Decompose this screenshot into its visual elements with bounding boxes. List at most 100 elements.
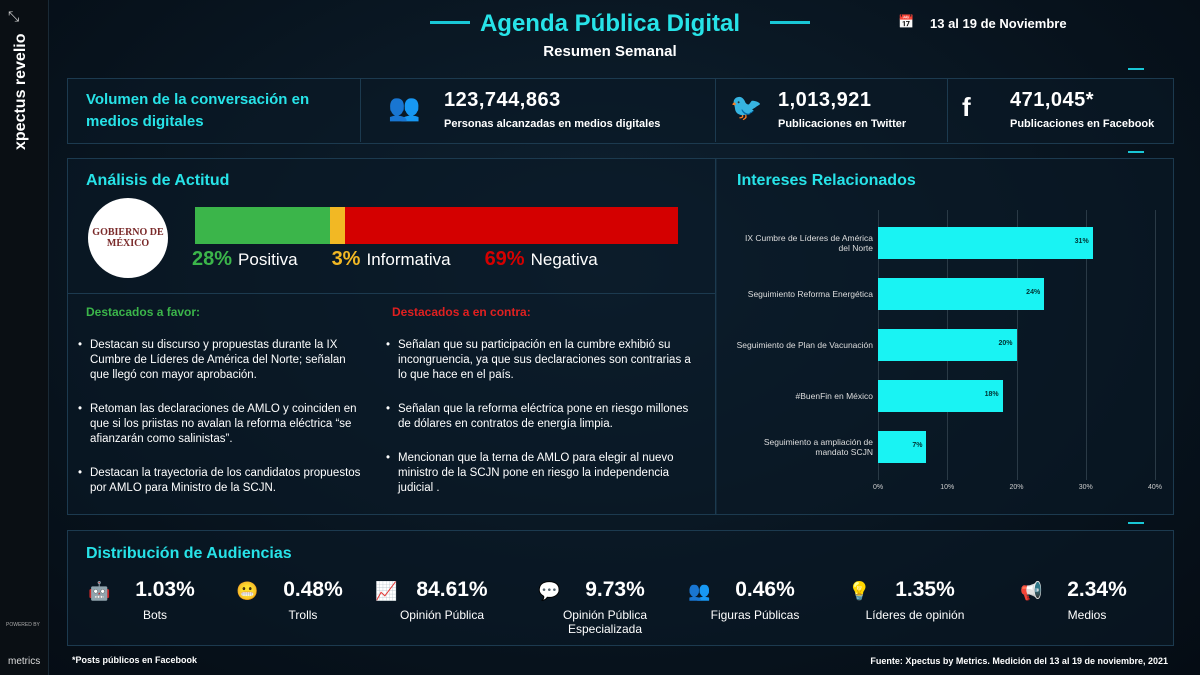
audience: 84.61% Opinión Pública (377, 578, 527, 622)
grid-line (1155, 210, 1156, 480)
attitude-segment (330, 207, 345, 244)
grid-line (1085, 210, 1087, 480)
legend-value: 28% (192, 248, 233, 270)
audience: 9.73% Opinión Pública Especializada (540, 578, 690, 636)
category-label: #BuenFin en México (795, 391, 874, 401)
stat-label: Publicaciones en Twitter (778, 118, 907, 130)
stat-icon: f (962, 92, 971, 122)
audience-icon: 📈 (375, 581, 398, 601)
legend-item: 69% Negativa (485, 248, 598, 271)
audience-label: Figuras Públicas (710, 608, 800, 622)
brand: xpectus revelio (12, 33, 29, 151)
category-label: Seguimiento Reforma Energética (747, 289, 873, 299)
grid-line (1016, 210, 1018, 480)
category-label: IX Cumbre de Líderes de América del Nort… (744, 233, 873, 253)
audience-icon: 💡 (848, 581, 871, 601)
divider (947, 78, 948, 142)
stat-label: Personas alcanzadas en medios digitales (444, 118, 661, 130)
audience-value: 1.35% (895, 578, 955, 601)
value-label: 24% (1026, 289, 1041, 296)
bullet: Retoman las declaraciones de AMLO y coin… (78, 402, 368, 447)
expand-icon: ⤡ (8, 8, 20, 24)
audience-label: Medios (1067, 608, 1107, 622)
legend-value: 3% (331, 248, 361, 270)
volume-panel (67, 78, 1174, 144)
audience-title: Distribución de Audiencias (86, 545, 292, 562)
audience-panel (67, 530, 1174, 646)
interests-title: Intereses Relacionados (737, 172, 916, 189)
audience-value: 0.46% (735, 578, 795, 601)
value-label: 20% (998, 340, 1013, 347)
decoration (1128, 68, 1144, 70)
audience-icon: 🤖 (88, 581, 111, 601)
decoration (770, 21, 810, 24)
legend-item: 3% Informativa (332, 248, 451, 271)
audience: 1.03% Bots (90, 578, 240, 622)
date: 13 al 19 de Noviembre (930, 16, 1067, 31)
audience: 0.48% Trolls (238, 578, 388, 622)
decoration (1128, 522, 1144, 524)
decoration (430, 21, 470, 24)
legend-name: Informativa (366, 250, 451, 269)
bar (878, 278, 1045, 310)
audience-label: Bots (142, 608, 167, 622)
title: Agenda Pública Digital (479, 10, 741, 37)
audience-value: 0.48% (283, 578, 343, 601)
legend-value: 69% (484, 248, 525, 270)
category-label: Seguimiento de Plan de Vacunación (736, 340, 873, 350)
audience: 0.46% Figuras Públicas (690, 578, 840, 622)
stat-value: 123,744,863 (444, 89, 561, 111)
bullet: Mencionan que la terna de AMLO para eleg… (386, 451, 701, 496)
bar (878, 329, 1017, 361)
footnote: *Posts públicos en Facebook (72, 655, 198, 665)
attitude-segment (344, 207, 678, 244)
audience-icon: 👥 (688, 581, 711, 601)
attitude-legend: 28% Positiva 3% Informativa 69% Negativa (192, 248, 598, 271)
bullet: Destacan la trayectoria de los candidato… (78, 466, 368, 496)
stat: 471,045* Publicaciones en Facebook (1010, 89, 1154, 130)
audience: 1.35% Líderes de opinión (850, 578, 1000, 622)
audience-label: Trolls (288, 608, 318, 622)
stat-value: 1,013,921 (778, 89, 872, 111)
audience-label: Líderes de opinión (865, 608, 965, 622)
audience-icon: 😬 (236, 581, 259, 601)
x-tick-label: 20% (1009, 484, 1024, 491)
value-label: 18% (984, 391, 999, 398)
bullet: Señalan que su participación en la cumbr… (386, 338, 701, 383)
divider (360, 78, 361, 142)
audience-value: 2.34% (1067, 578, 1127, 601)
sidebar (0, 0, 49, 675)
bar (878, 227, 1093, 259)
powered-brand: metrics (8, 656, 41, 667)
x-tick-label: 30% (1078, 484, 1093, 491)
attitude-segment (195, 207, 331, 244)
audience-value: 9.73% (585, 578, 645, 601)
audience-label: Opinión Pública Especializada (562, 608, 648, 636)
legend-name: Positiva (238, 250, 298, 269)
source: Fuente: Xpectus by Metrics. Medición del… (870, 656, 1168, 666)
audience-label: Opinión Pública (399, 608, 485, 622)
calendar-icon: 📅 (898, 14, 915, 29)
audience-icon: 📢 (1020, 581, 1043, 601)
bar (878, 380, 1003, 412)
logo: GOBIERNO DE MÉXICO (88, 198, 168, 278)
divider (67, 293, 715, 294)
stat: 123,744,863 Personas alcanzadas en medios… (444, 89, 660, 130)
value-label: 31% (1074, 238, 1089, 245)
favor-title: Destacados a favor: (86, 305, 201, 319)
stat-value: 471,045* (1010, 89, 1095, 111)
stat-icon: 👥 (388, 92, 421, 122)
x-tick-label: 10% (940, 484, 955, 491)
value-label: 7% (912, 442, 923, 449)
bullet: Destacan su discurso y propuestas durant… (78, 338, 368, 383)
legend-name: Negativa (530, 250, 598, 269)
divider (715, 78, 716, 142)
stat-icon: 🐦 (730, 92, 763, 122)
legend-item: 28% Positiva (192, 248, 298, 271)
volume-label: Volumen de la conversación en medios dig… (86, 91, 310, 130)
stat-label: Publicaciones en Facebook (1010, 118, 1155, 130)
bar (878, 431, 927, 463)
subtitle: Resumen Semanal (543, 43, 677, 60)
decoration (1128, 151, 1144, 153)
